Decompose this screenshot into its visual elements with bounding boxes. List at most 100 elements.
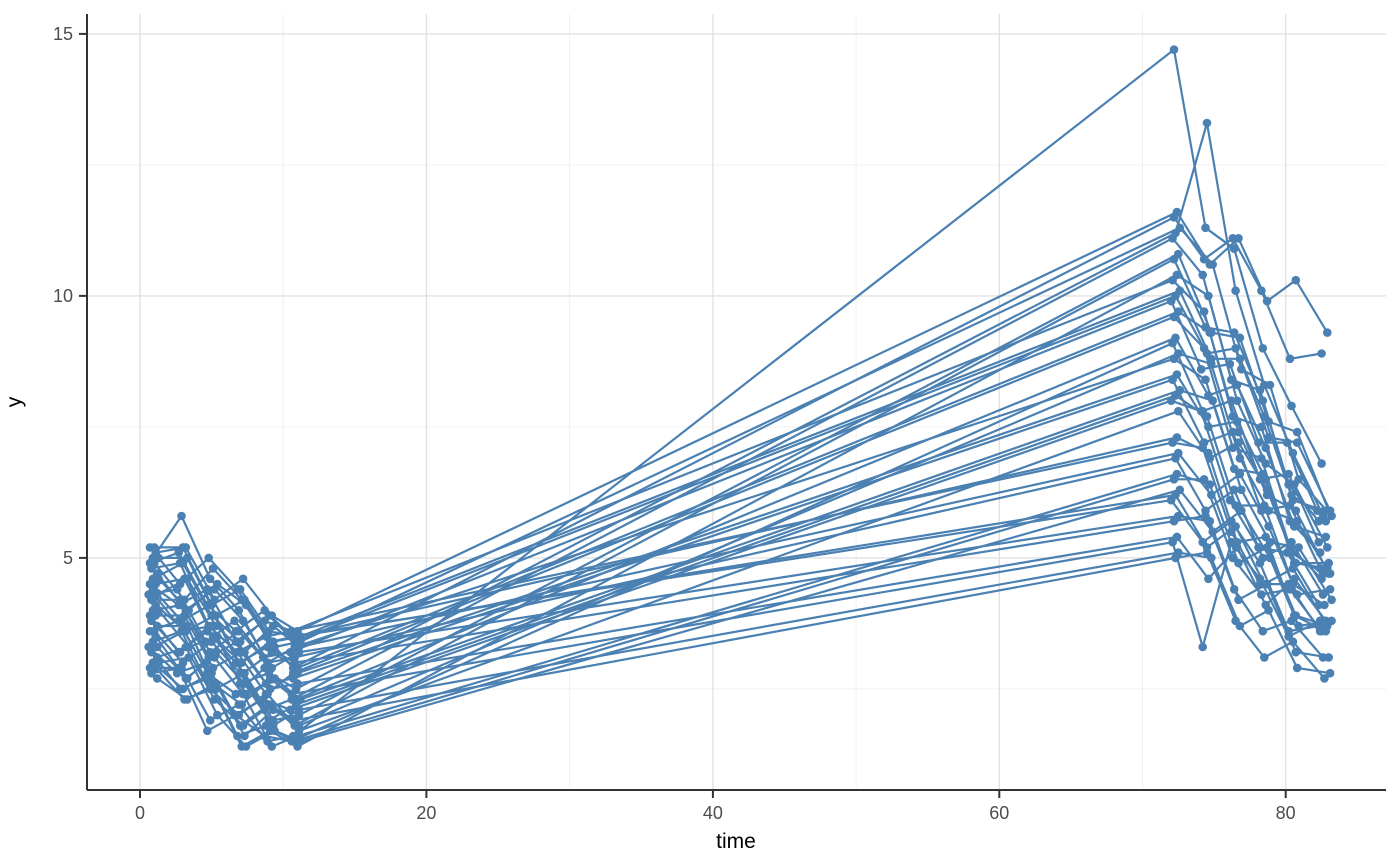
data-point xyxy=(233,731,242,741)
data-point xyxy=(238,574,248,584)
data-point xyxy=(1225,359,1235,369)
data-point xyxy=(270,642,279,652)
data-point xyxy=(1264,506,1273,515)
x-tick-label: 60 xyxy=(989,803,1009,823)
data-point xyxy=(1321,532,1331,542)
data-point xyxy=(1262,485,1272,495)
data-point xyxy=(211,621,221,631)
data-point xyxy=(1254,543,1263,552)
data-point xyxy=(1257,286,1266,296)
data-point xyxy=(1174,511,1183,521)
data-point xyxy=(1257,422,1266,432)
data-point xyxy=(1237,365,1246,374)
data-point xyxy=(296,637,305,646)
data-point xyxy=(237,700,246,709)
data-point xyxy=(270,674,279,683)
data-point xyxy=(1207,354,1216,364)
data-point xyxy=(1288,495,1298,505)
data-point xyxy=(1229,244,1239,253)
data-point xyxy=(208,564,218,573)
data-point xyxy=(1231,344,1240,353)
data-point xyxy=(1232,380,1242,390)
data-point xyxy=(237,658,246,667)
data-point xyxy=(293,679,302,688)
data-point xyxy=(266,684,275,694)
data-point xyxy=(1174,406,1183,416)
data-point xyxy=(183,674,192,683)
data-point xyxy=(234,626,244,636)
data-point xyxy=(1291,647,1301,657)
data-point xyxy=(1232,396,1242,406)
data-point xyxy=(1291,275,1301,285)
data-point xyxy=(241,600,251,610)
data-point xyxy=(1175,485,1185,495)
data-point xyxy=(213,632,222,641)
data-point xyxy=(1287,401,1296,411)
data-point xyxy=(213,710,222,720)
data-point xyxy=(1196,365,1206,374)
data-point xyxy=(268,705,278,715)
data-point xyxy=(1318,590,1328,599)
data-point xyxy=(213,579,222,589)
data-point xyxy=(1292,438,1302,447)
data-point xyxy=(1292,427,1302,437)
data-point xyxy=(294,705,304,715)
data-point xyxy=(1171,333,1180,343)
data-point xyxy=(1235,621,1245,631)
data-point xyxy=(1231,501,1240,510)
data-point xyxy=(1235,469,1245,479)
data-point xyxy=(267,611,277,620)
data-point xyxy=(1292,590,1302,599)
data-point xyxy=(1290,574,1299,584)
data-point xyxy=(241,689,251,699)
data-point xyxy=(241,742,251,751)
data-point xyxy=(177,511,186,521)
data-series-lines xyxy=(147,48,1333,748)
data-point xyxy=(1208,527,1217,536)
data-point xyxy=(1314,537,1323,547)
data-point xyxy=(1291,558,1301,568)
data-point xyxy=(1265,380,1275,390)
data-point xyxy=(181,543,191,552)
data-point xyxy=(1291,506,1301,515)
data-point xyxy=(296,737,305,746)
trajectory-line xyxy=(154,273,1329,748)
data-point xyxy=(230,616,239,626)
data-point xyxy=(1229,328,1239,337)
data-point xyxy=(1320,600,1329,610)
data-point xyxy=(211,611,221,620)
data-point xyxy=(1265,537,1275,547)
trajectory-line xyxy=(150,48,1323,743)
data-point xyxy=(240,647,249,657)
data-point xyxy=(1202,412,1212,421)
y-tick-label: 15 xyxy=(53,24,73,44)
data-point xyxy=(1254,438,1263,447)
data-point xyxy=(1264,522,1273,531)
data-point xyxy=(1175,286,1185,296)
data-point xyxy=(294,721,304,730)
data-point xyxy=(1235,333,1245,343)
data-point xyxy=(1172,469,1182,479)
data-point xyxy=(152,642,162,652)
data-point xyxy=(1237,485,1246,495)
data-point xyxy=(1234,558,1243,568)
minor-gridlines xyxy=(87,14,1386,790)
trajectory-line xyxy=(150,216,1323,670)
data-point xyxy=(240,679,249,688)
data-point xyxy=(1315,548,1325,557)
data-point xyxy=(1174,448,1183,458)
data-point xyxy=(1172,370,1182,379)
data-point xyxy=(1174,249,1183,259)
data-point xyxy=(151,632,160,641)
data-point xyxy=(1174,548,1183,557)
data-point xyxy=(204,553,213,563)
data-point xyxy=(1287,537,1296,547)
data-point xyxy=(267,663,277,673)
data-point xyxy=(1174,307,1183,316)
data-point xyxy=(1225,495,1235,505)
data-point xyxy=(1287,548,1296,557)
data-point xyxy=(1323,543,1332,552)
data-point xyxy=(1232,543,1242,552)
data-point xyxy=(1294,475,1303,484)
